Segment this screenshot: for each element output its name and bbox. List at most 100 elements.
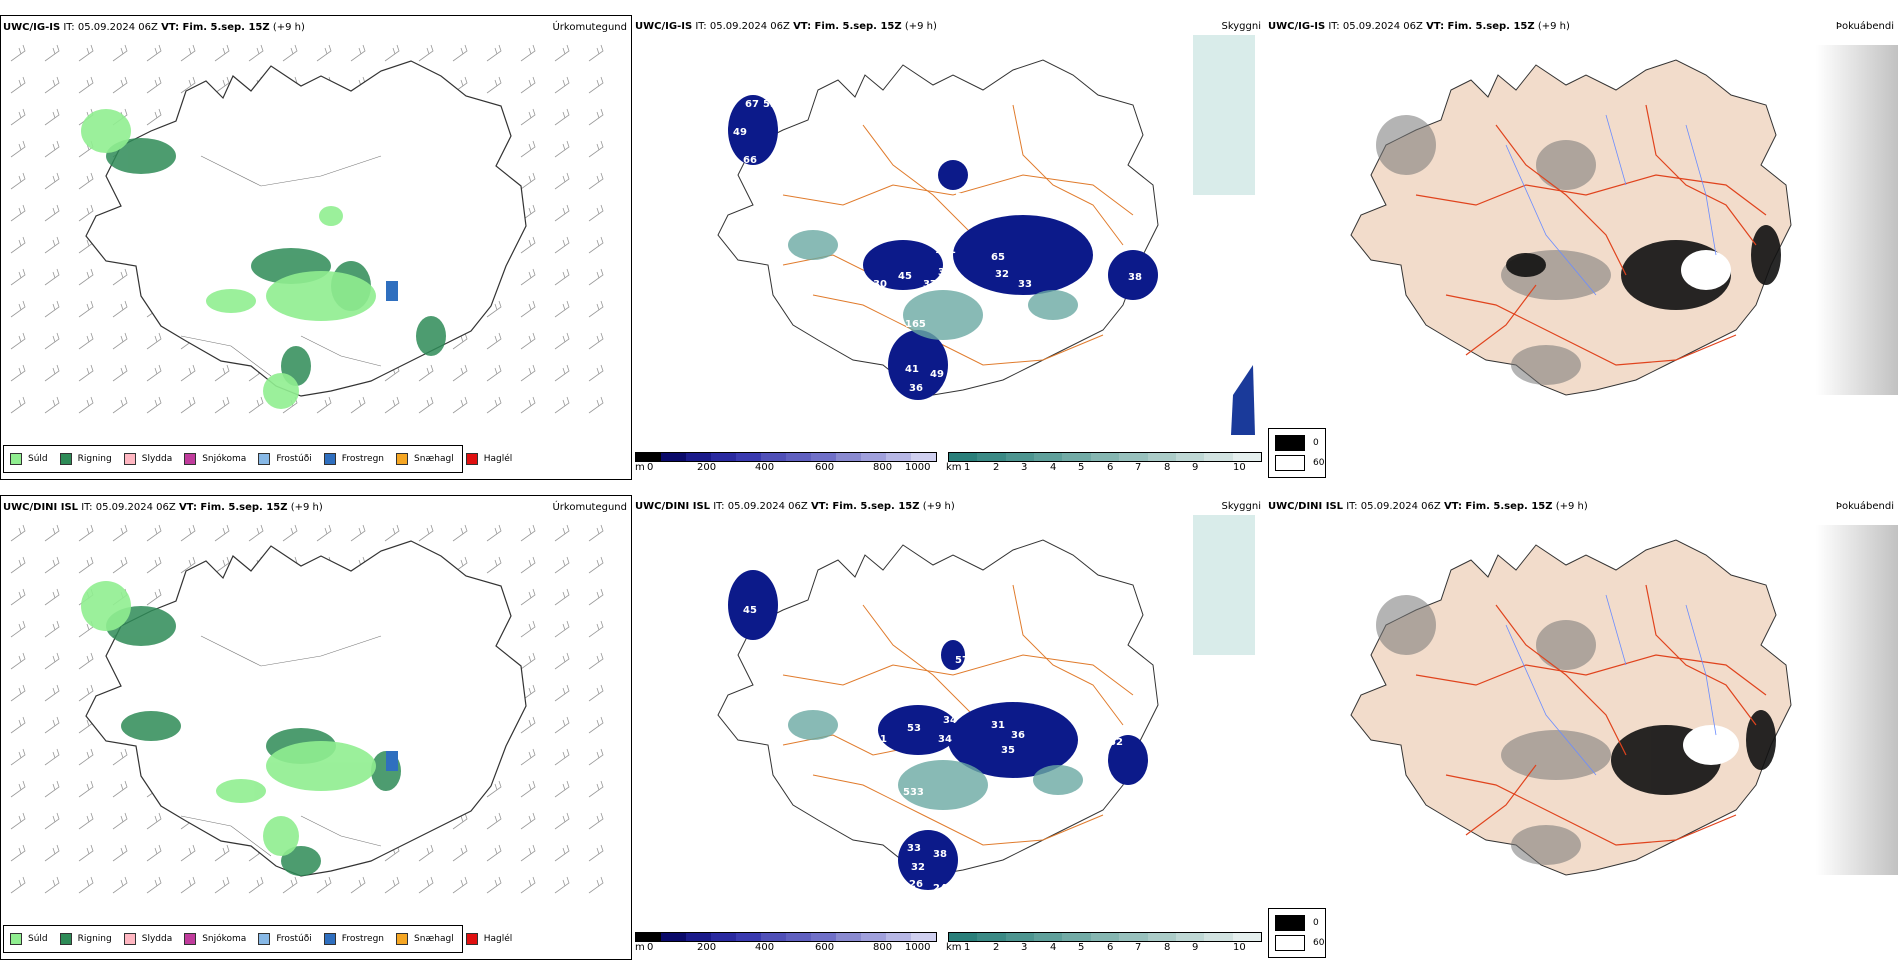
wind-barb xyxy=(44,364,60,382)
wind-barb xyxy=(78,748,94,766)
wind-barb xyxy=(78,172,94,190)
tick-label: 200 xyxy=(697,462,717,473)
wind-barb xyxy=(554,844,570,862)
wind-barb xyxy=(486,876,502,894)
wind-barb xyxy=(452,844,468,862)
wind-barb xyxy=(44,236,60,254)
wind-barb xyxy=(44,332,60,350)
wind-barb xyxy=(350,524,366,542)
wind-barb xyxy=(44,780,60,798)
wind-barb xyxy=(44,588,60,606)
cloud-label: 41 xyxy=(905,364,919,375)
wind-barb xyxy=(44,748,60,766)
wind-barb xyxy=(554,588,570,606)
tick-label: 200 xyxy=(697,942,717,953)
wind-barb xyxy=(44,140,60,158)
wind-barb xyxy=(520,556,536,574)
wind-barb xyxy=(588,236,604,254)
tick-label: 6 xyxy=(1107,462,1114,473)
wind-barb xyxy=(146,76,162,94)
wind-barb xyxy=(10,556,26,574)
panel-header: UWC/IG-IS IT: 05.09.2024 06Z VT: Fim. 5.… xyxy=(3,22,305,33)
wind-barb xyxy=(112,300,128,318)
wind-barb xyxy=(554,172,570,190)
tick-label: 1 xyxy=(964,462,971,473)
wind-barb xyxy=(78,684,94,702)
cloud-label: 67 xyxy=(745,99,759,110)
wind-barb xyxy=(44,396,60,414)
wind-barb xyxy=(10,652,26,670)
wind-barb xyxy=(316,876,332,894)
wind-barb xyxy=(554,812,570,830)
tick-label: 7 xyxy=(1135,942,1142,953)
wind-barb xyxy=(10,332,26,350)
wind-barb xyxy=(554,332,570,350)
scale-bars: m 0 200 400 600 800 1000 km 1 2 3 4 5 6 … xyxy=(633,452,1265,478)
wind-barb xyxy=(248,876,264,894)
wind-barb xyxy=(146,396,162,414)
wind-barb xyxy=(588,300,604,318)
cloud-label: 533 xyxy=(903,787,924,798)
tick-label: 800 xyxy=(873,462,893,473)
fog-map xyxy=(1350,45,1898,396)
height-unit: m xyxy=(635,462,645,473)
tick-label: 400 xyxy=(755,462,775,473)
wind-barb xyxy=(10,236,26,254)
cloud-label: 49 xyxy=(930,369,944,380)
cloud-label: 37 xyxy=(1058,795,1072,806)
cloud-label: 26 xyxy=(909,879,923,890)
wind-barb xyxy=(282,876,298,894)
wind-barb xyxy=(418,524,434,542)
legend-item: Frostúði xyxy=(258,933,312,945)
legend-item: Rigning xyxy=(59,933,112,945)
wind-barb xyxy=(180,44,196,62)
cloud-label: 23 xyxy=(1060,817,1074,828)
wind-barb xyxy=(180,76,196,94)
wind-barb xyxy=(554,76,570,94)
wind-barb xyxy=(44,76,60,94)
fog-legend-value: 0 xyxy=(1313,438,1319,448)
wind-barb xyxy=(486,364,502,382)
scale-bars: m 0 200 400 600 800 1000 km 1 2 3 4 5 6 … xyxy=(633,932,1265,958)
cloud-label: 30 xyxy=(938,267,952,278)
wind-barb xyxy=(180,556,196,574)
legend-item: Haglél xyxy=(465,933,512,945)
wind-barb xyxy=(554,300,570,318)
wind-barb xyxy=(452,44,468,62)
wind-barb xyxy=(588,44,604,62)
tick-label: 4 xyxy=(1050,942,1057,953)
wind-barb xyxy=(486,556,502,574)
cloud-label: 31 xyxy=(907,400,921,411)
wind-barb xyxy=(78,364,94,382)
tick-label: 800 xyxy=(873,942,893,953)
tick-label: 1000 xyxy=(905,942,931,953)
panel-title: Skyggni xyxy=(1221,21,1261,32)
fog-legend-value: 60 xyxy=(1313,458,1325,468)
wind-barb xyxy=(44,812,60,830)
wind-barb xyxy=(486,300,502,318)
precip-map xyxy=(10,44,604,414)
wind-barb xyxy=(588,780,604,798)
wind-barb xyxy=(554,364,570,382)
cloud-label: 60 xyxy=(775,627,789,638)
wind-barb xyxy=(180,844,196,862)
legend-item: Frostregn xyxy=(323,453,384,465)
cloud-label: 86 xyxy=(1083,309,1097,320)
wind-barb xyxy=(554,748,570,766)
cloud-label: 45 xyxy=(743,605,757,616)
height-unit: m xyxy=(635,942,645,953)
cloud-label: 31 xyxy=(991,720,1005,731)
wind-barb xyxy=(214,364,230,382)
wind-barb xyxy=(10,716,26,734)
wind-barb xyxy=(78,812,94,830)
wind-barb xyxy=(146,44,162,62)
wind-barb xyxy=(146,524,162,542)
wind-barb xyxy=(10,204,26,222)
legend-item: Slydda xyxy=(123,933,172,945)
wind-barb xyxy=(78,332,94,350)
wind-barb xyxy=(44,684,60,702)
wind-barb xyxy=(112,556,128,574)
cloud-label: 165 xyxy=(905,319,926,330)
height-scale-bar xyxy=(635,452,937,462)
wind-barb xyxy=(588,108,604,126)
